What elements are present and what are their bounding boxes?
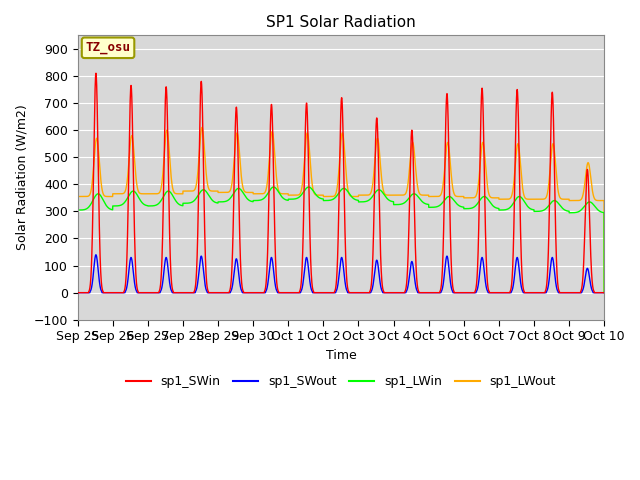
sp1_SWout	[74, 290, 81, 296]
sp1_LWin	[321, 198, 329, 204]
sp1_SWin	[600, 290, 608, 296]
sp1_SWin	[92, 71, 100, 76]
Title: SP1 Solar Radiation: SP1 Solar Radiation	[266, 15, 416, 30]
Legend: sp1_SWin, sp1_SWout, sp1_LWin, sp1_LWout: sp1_SWin, sp1_SWout, sp1_LWin, sp1_LWout	[121, 370, 561, 393]
sp1_SWout	[489, 290, 497, 296]
sp1_SWout	[459, 290, 467, 296]
sp1_SWin	[168, 286, 176, 292]
sp1_LWin	[270, 184, 278, 190]
sp1_LWout	[430, 193, 438, 199]
sp1_LWin	[430, 204, 438, 210]
sp1_LWout	[489, 195, 497, 201]
sp1_LWin	[459, 204, 467, 210]
sp1_LWout	[459, 193, 467, 199]
Line: sp1_SWout: sp1_SWout	[77, 255, 604, 293]
sp1_SWout	[600, 290, 608, 296]
sp1_SWout	[321, 290, 329, 296]
sp1_LWout	[168, 183, 176, 189]
sp1_LWout	[600, 290, 608, 296]
sp1_LWin	[600, 290, 608, 296]
sp1_SWout	[430, 290, 438, 296]
sp1_LWin	[489, 203, 497, 208]
sp1_LWin	[600, 210, 607, 216]
sp1_SWin	[74, 290, 81, 296]
Line: sp1_LWout: sp1_LWout	[77, 127, 604, 293]
sp1_LWout	[321, 193, 329, 199]
Y-axis label: Solar Radiation (W/m2): Solar Radiation (W/m2)	[15, 105, 28, 251]
sp1_SWout	[168, 290, 176, 296]
sp1_LWout	[74, 193, 81, 199]
sp1_SWin	[430, 290, 438, 296]
sp1_SWout	[600, 290, 607, 296]
sp1_SWout	[92, 252, 100, 258]
sp1_SWin	[459, 290, 467, 296]
sp1_SWin	[600, 290, 607, 296]
Line: sp1_SWin: sp1_SWin	[77, 73, 604, 293]
Text: TZ_osu: TZ_osu	[86, 41, 131, 54]
Line: sp1_LWin: sp1_LWin	[77, 187, 604, 293]
sp1_SWin	[321, 290, 329, 296]
sp1_LWin	[74, 207, 81, 213]
X-axis label: Time: Time	[326, 349, 356, 362]
sp1_LWin	[168, 192, 176, 198]
sp1_SWin	[489, 290, 497, 296]
sp1_LWout	[198, 124, 206, 130]
sp1_LWout	[600, 198, 607, 204]
